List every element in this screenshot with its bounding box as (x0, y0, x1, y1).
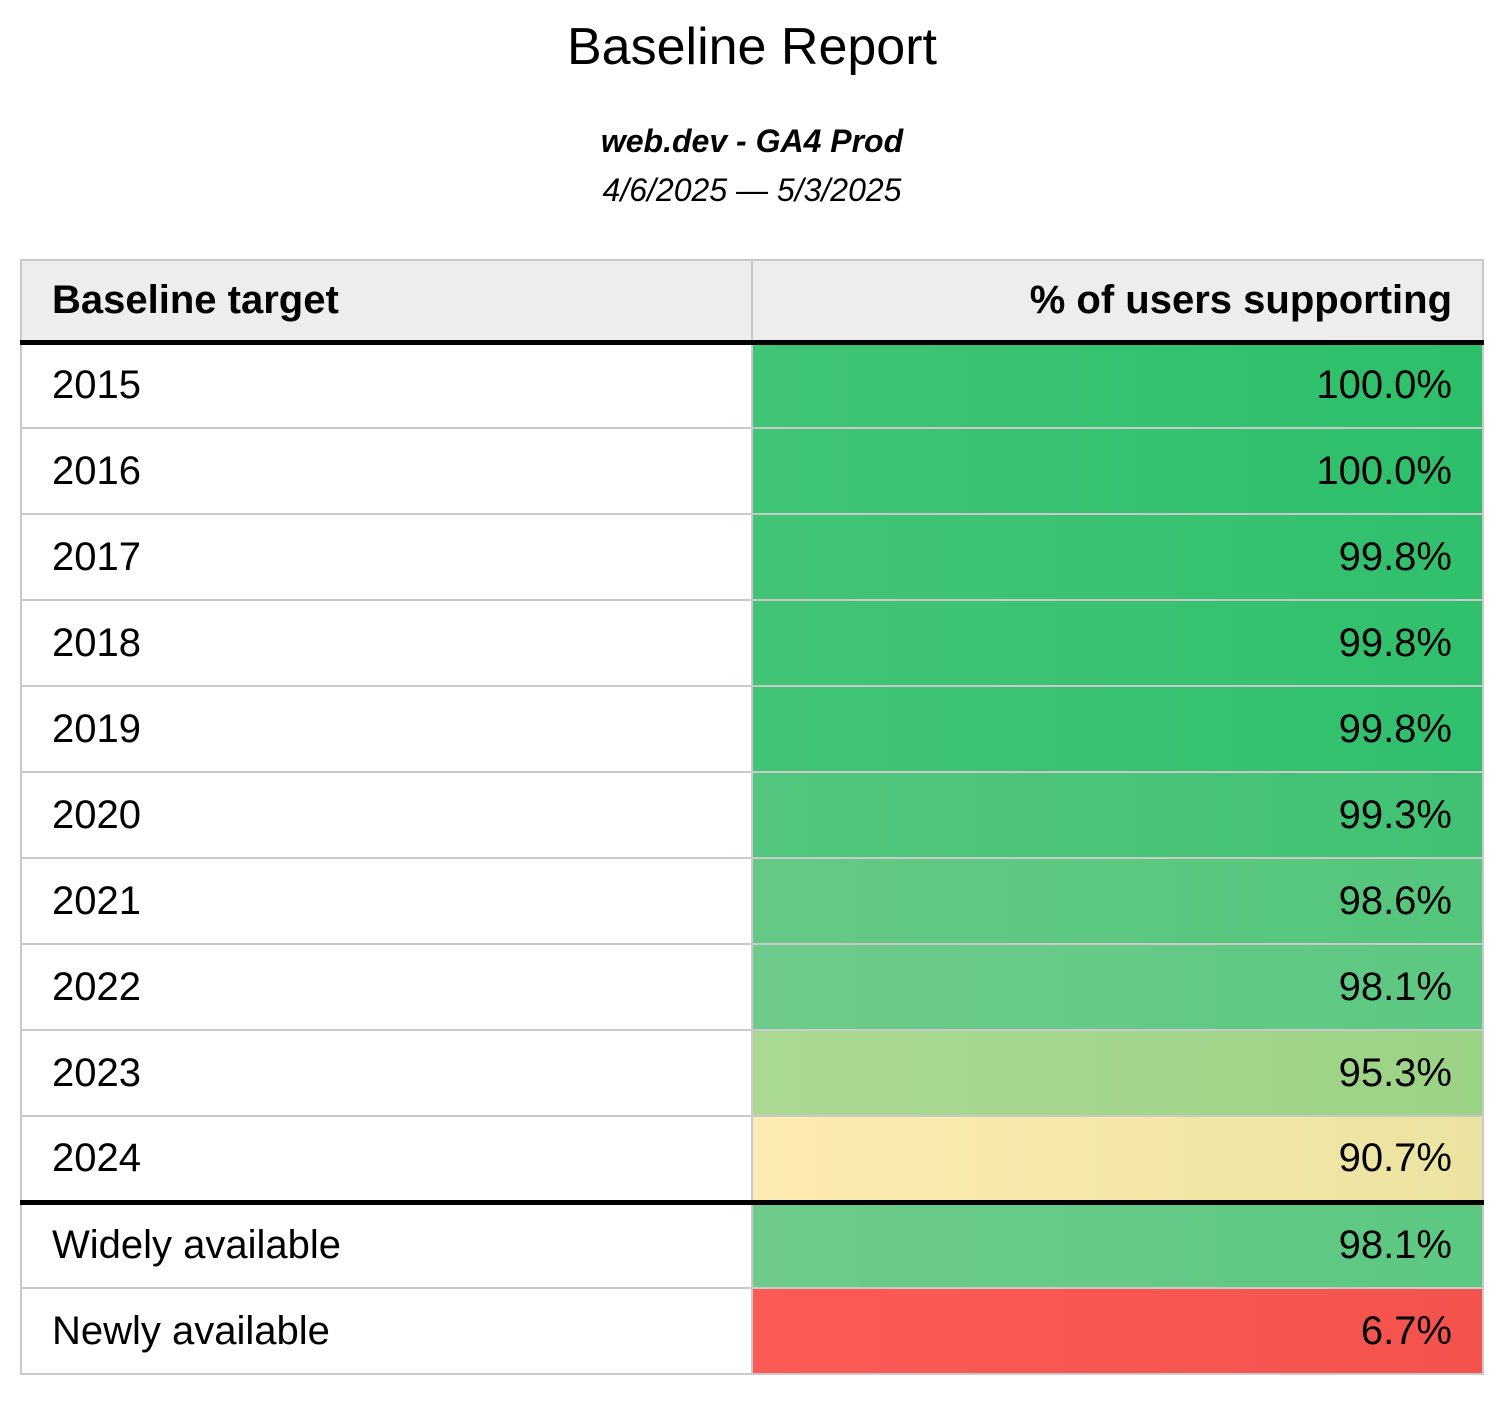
row-label-cell: 2023 (20, 1029, 753, 1118)
column-header-baseline-target: Baseline target (20, 259, 753, 345)
row-value-cell: 99.8% (751, 685, 1484, 774)
row-value-cell: 98.1% (751, 943, 1484, 1032)
table-row: 2024 90.7% (20, 1115, 1484, 1204)
row-label-cell: 2015 (20, 341, 753, 430)
row-value-cell: 6.7% (751, 1287, 1484, 1376)
table-row: 2022 98.1% (20, 943, 1484, 1032)
column-header-percent-users: % of users supporting (751, 259, 1484, 345)
table-row: 2016 100.0% (20, 427, 1484, 516)
row-value-cell: 99.8% (751, 599, 1484, 688)
table-row: Newly available 6.7% (20, 1287, 1484, 1376)
row-value-cell: 98.1% (751, 1199, 1484, 1290)
report-subtitle: web.dev - GA4 Prod (600, 123, 904, 160)
report-header: Baseline Report web.dev - GA4 Prod 4/6/2… (0, 0, 1504, 209)
row-label-cell: 2016 (20, 427, 753, 516)
table-row: 2023 95.3% (20, 1029, 1484, 1118)
baseline-table: Baseline target % of users supporting 20… (20, 259, 1484, 1376)
table-header-row: Baseline target % of users supporting (20, 259, 1484, 345)
row-label-cell: 2022 (20, 943, 753, 1032)
row-label-cell: Newly available (20, 1287, 753, 1376)
table-row: 2021 98.6% (20, 857, 1484, 946)
row-label-cell: 2017 (20, 513, 753, 602)
row-label-cell: 2019 (20, 685, 753, 774)
row-value-cell: 99.8% (751, 513, 1484, 602)
row-value-cell: 98.6% (751, 857, 1484, 946)
row-label-cell: 2020 (20, 771, 753, 860)
report-date-range: 4/6/2025 — 5/3/2025 (602, 171, 902, 208)
row-label-cell: Widely available (20, 1199, 753, 1290)
row-label-cell: 2021 (20, 857, 753, 946)
table-row: 2017 99.8% (20, 513, 1484, 602)
row-value-cell: 100.0% (751, 341, 1484, 430)
row-label-cell: 2018 (20, 599, 753, 688)
table-row: Widely available 98.1% (20, 1199, 1484, 1290)
table-row: 2019 99.8% (20, 685, 1484, 774)
page-title: Baseline Report (567, 18, 937, 76)
row-value-cell: 100.0% (751, 427, 1484, 516)
row-label-cell: 2024 (20, 1115, 753, 1204)
table-row: 2015 100.0% (20, 341, 1484, 430)
row-value-cell: 95.3% (751, 1029, 1484, 1118)
row-value-cell: 99.3% (751, 771, 1484, 860)
row-value-cell: 90.7% (751, 1115, 1484, 1204)
table-row: 2020 99.3% (20, 771, 1484, 860)
table-row: 2018 99.8% (20, 599, 1484, 688)
